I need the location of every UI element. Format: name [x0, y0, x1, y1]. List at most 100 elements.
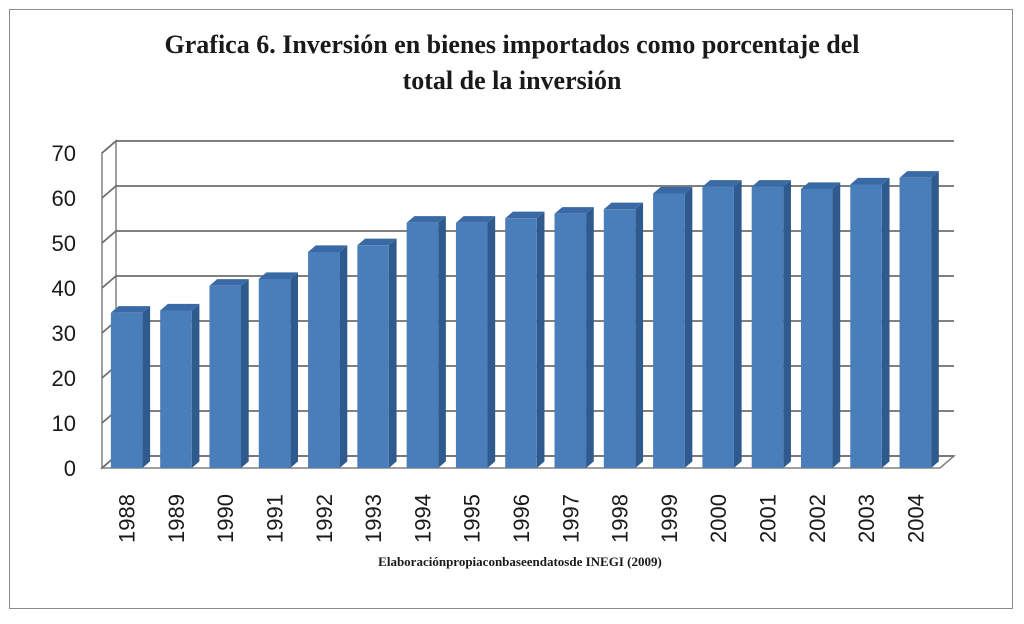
bar [800, 182, 841, 468]
bar-top [800, 182, 841, 189]
bar [110, 306, 151, 468]
bar-side [536, 211, 545, 468]
y-tick-label: 70 [52, 141, 76, 166]
chart-title-line-1: Grafica 6. Inversión en bienes importado… [164, 30, 860, 59]
x-tick-label: 1999 [657, 494, 682, 543]
x-tick-label: 2003 [854, 494, 879, 543]
bar-side [339, 245, 348, 468]
chart-title: Grafica 6. Inversión en bienes importado… [0, 27, 1024, 99]
gridline [101, 140, 954, 154]
x-tick-label: 1996 [509, 494, 534, 543]
bar-top [751, 180, 791, 187]
x-tick-label: 1992 [312, 494, 337, 543]
y-tick-label: 40 [52, 276, 76, 301]
bar-side [191, 303, 200, 468]
bar-side [142, 306, 151, 468]
bar-front [702, 186, 734, 468]
x-tick-label: 1993 [361, 494, 386, 543]
bar-side [832, 182, 841, 468]
bar-front [357, 245, 389, 468]
y-tick-label: 30 [52, 321, 76, 346]
bar [653, 186, 693, 468]
bar-top [357, 238, 397, 246]
bar-front [800, 189, 833, 468]
x-tick-label: 2004 [903, 494, 928, 543]
bar [160, 303, 200, 468]
x-tick-label: 1994 [410, 494, 435, 543]
bar-front [406, 222, 439, 468]
bar-side [438, 216, 446, 468]
bar-side [684, 186, 693, 468]
bar [751, 180, 791, 468]
bar-front [308, 252, 340, 468]
bar-top [603, 202, 644, 210]
bar-front [258, 279, 291, 468]
bar-top [899, 171, 939, 178]
bar-top [209, 279, 249, 286]
bar-front [505, 218, 537, 468]
bar-front [899, 177, 932, 468]
bar-side [290, 272, 299, 468]
x-tick-label: 1988 [115, 494, 140, 543]
bar-front [110, 312, 143, 468]
bar-top [110, 306, 151, 313]
x-tick-label: 1990 [213, 494, 238, 543]
x-tick-label: 1995 [460, 494, 485, 543]
bars [110, 171, 939, 468]
bar-side [487, 216, 496, 468]
x-tick-label: 1991 [263, 494, 288, 543]
y-tick-label: 60 [52, 186, 76, 211]
chart-title-line-2: total de la inversión [402, 66, 622, 95]
bar-front [455, 222, 488, 468]
x-tick-label: 1989 [164, 494, 189, 543]
x-tick-label: 1997 [558, 494, 583, 543]
x-tick-label: 2001 [755, 494, 780, 543]
bar-side [241, 279, 249, 468]
bar [603, 202, 644, 468]
bar-top [850, 177, 890, 185]
y-axis-tick-labels: 0 10 20 30 40 50 60 70 [52, 141, 76, 481]
bar [702, 180, 742, 468]
bar-front [653, 193, 685, 468]
bar [406, 216, 446, 468]
bar-side [635, 202, 644, 468]
bar-side [783, 180, 791, 468]
bar-side [586, 207, 594, 468]
bar [357, 238, 397, 468]
gridline [101, 185, 954, 199]
bar-front [850, 184, 882, 468]
bar [899, 171, 939, 468]
y-tick-label: 10 [52, 411, 76, 436]
bar [258, 272, 299, 468]
bar-front [751, 186, 784, 468]
y-tick-label: 0 [64, 456, 76, 481]
bar [554, 207, 594, 468]
bar-top [160, 303, 200, 311]
bar-front [160, 310, 192, 468]
bar-side [388, 238, 397, 468]
bar-top [702, 180, 742, 187]
bar [209, 279, 249, 468]
bar [505, 211, 545, 468]
bar-top [653, 186, 693, 194]
bar-side [733, 180, 742, 468]
bar-top [554, 207, 594, 214]
y-tick-label: 50 [52, 231, 76, 256]
bar [308, 245, 348, 468]
bar-top [258, 272, 299, 279]
bar-top [455, 216, 496, 223]
bar-front [209, 285, 242, 468]
bar [850, 177, 890, 468]
bar [455, 216, 496, 468]
x-tick-label: 2000 [706, 494, 731, 543]
bar-top [406, 216, 446, 223]
x-tick-label: 2002 [805, 494, 830, 543]
bar-side [881, 177, 890, 468]
bar-top [308, 245, 348, 252]
x-tick-label: 1998 [608, 494, 633, 543]
bar-top [505, 211, 545, 219]
source-note: Elaboraciónpropiaconbaseendatosde INEGI … [378, 554, 662, 569]
x-axis-tick-labels: 1988 1989 1990 1991 1992 1993 1994 1995 1996 1997… [115, 494, 929, 543]
bar-front [554, 213, 587, 468]
